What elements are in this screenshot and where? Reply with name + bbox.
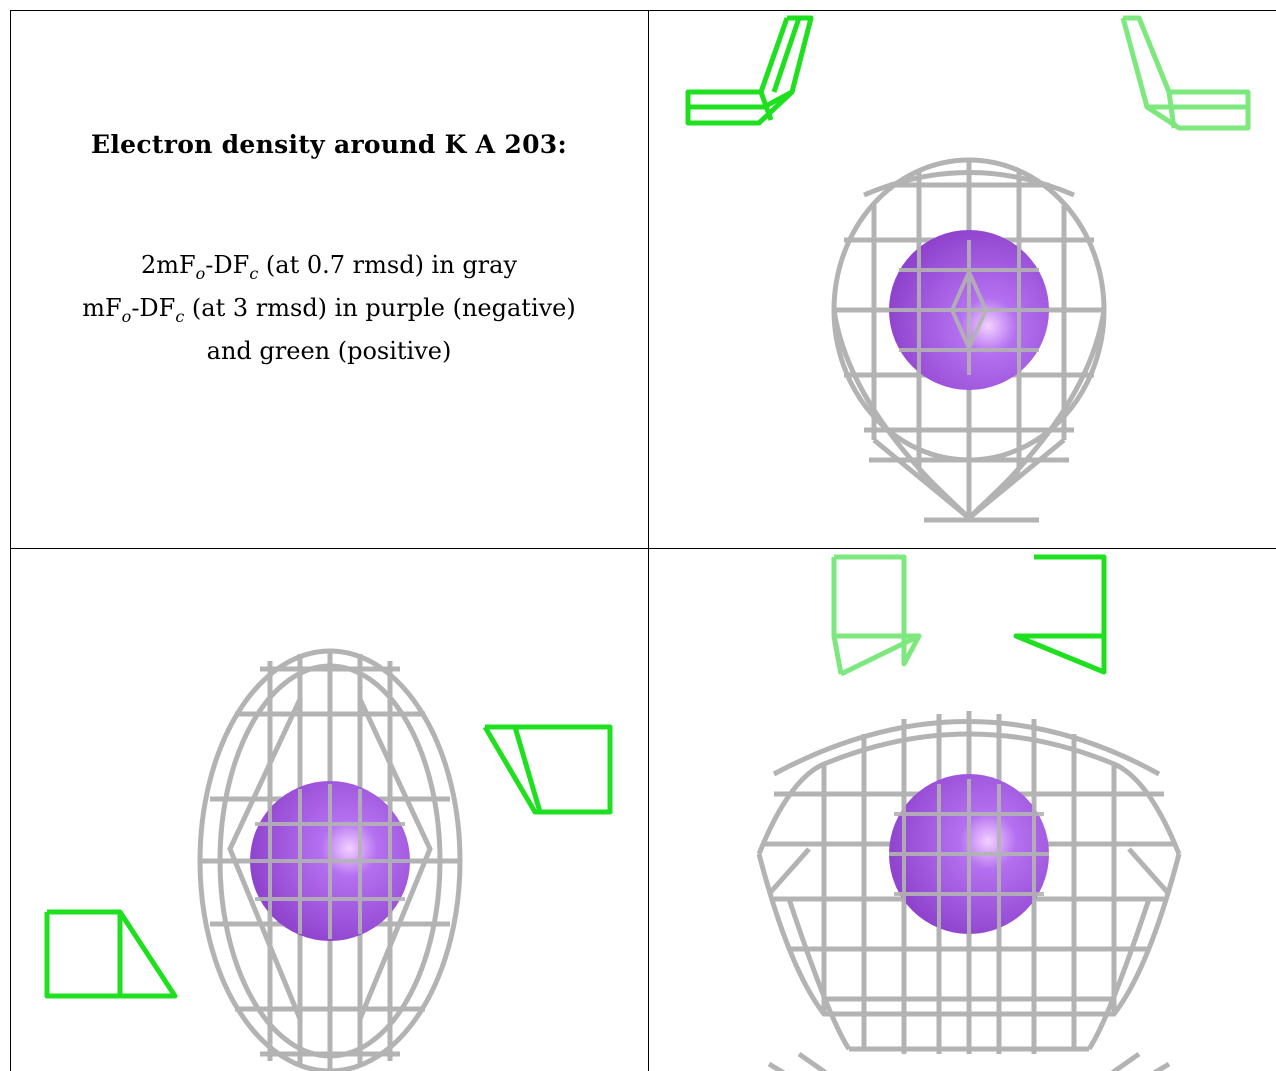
legend-line-positive: and green (positive) bbox=[206, 336, 452, 365]
positive-density-blob bbox=[1120, 15, 1251, 131]
gray-mesh-cage bbox=[831, 157, 1107, 523]
positive-density-blob bbox=[1013, 554, 1107, 675]
positive-density-blob bbox=[685, 15, 814, 126]
legend-text: 2mFo-DFc (at 0.7 rmsd) in gray mFo-DFc (… bbox=[10, 248, 648, 368]
legend-line-gray: 2mFo-DFc (at 0.7 rmsd) in gray bbox=[140, 251, 518, 283]
figure-grid: Electron density around K A 203: 2mFo-DF… bbox=[0, 10, 1276, 1071]
density-mesh-icon bbox=[44, 648, 613, 1071]
table-border-top bbox=[10, 10, 1276, 11]
caption-cell: Electron density around K A 203: 2mFo-DF… bbox=[10, 10, 648, 548]
density-mesh-icon bbox=[756, 554, 1182, 1071]
positive-density-blob bbox=[831, 554, 922, 677]
density-mesh-icon bbox=[685, 15, 1251, 523]
table-border-center bbox=[648, 10, 649, 1071]
positive-density-blob bbox=[44, 724, 613, 999]
density-view-3 bbox=[649, 549, 1276, 1071]
figure-title: Electron density around K A 203: bbox=[91, 130, 567, 159]
table-border-left bbox=[10, 10, 11, 1071]
density-view-1 bbox=[649, 10, 1276, 548]
legend-line-difference: mFo-DFc (at 3 rmsd) in purple (negative) bbox=[82, 293, 576, 326]
table-border-middle bbox=[10, 548, 1276, 549]
density-view-2 bbox=[10, 549, 648, 1071]
